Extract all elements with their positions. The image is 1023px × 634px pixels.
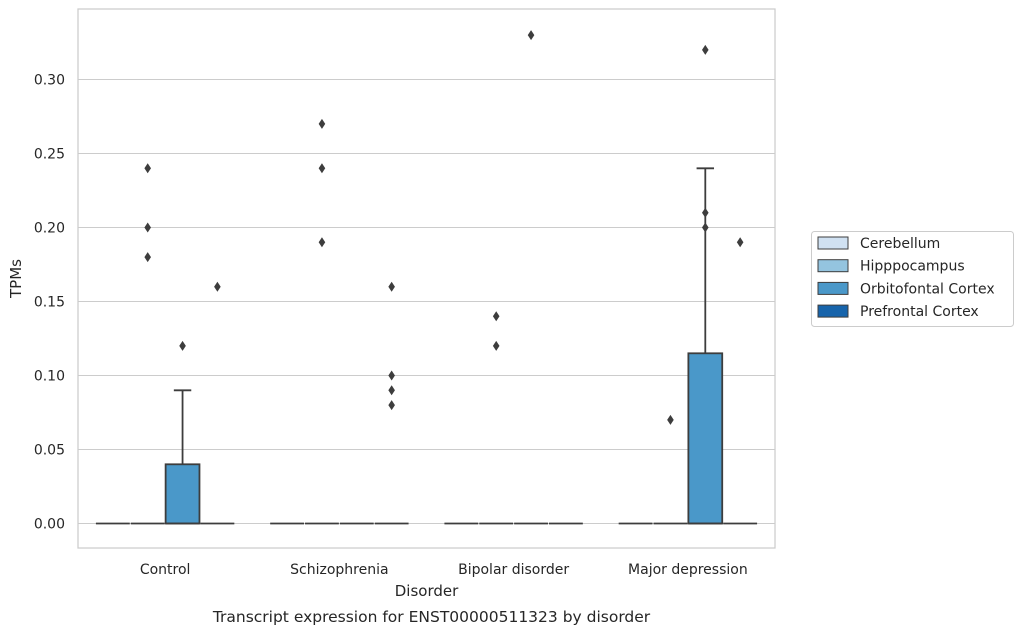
x-tick-label: Control (140, 562, 191, 578)
outlier-marker (318, 237, 326, 248)
outlier-marker (388, 370, 395, 381)
outliers-layer (144, 30, 744, 425)
outlier-marker (388, 385, 395, 396)
legend-swatch (817, 259, 849, 273)
outlier-marker (388, 400, 395, 411)
outlier-marker (179, 340, 186, 351)
y-tick-label: 0.25 (34, 147, 65, 163)
outlier-marker (702, 44, 709, 55)
outlier-marker (214, 281, 221, 292)
box-iqr (164, 463, 201, 525)
boxes-layer (95, 167, 758, 525)
outlier-marker (144, 163, 151, 174)
legend-swatch (817, 281, 849, 295)
y-tick-label: 0.00 (34, 517, 65, 533)
legend-label: Hipppocampus (860, 259, 965, 275)
y-tick-label: 0.15 (34, 295, 65, 311)
y-tick-label: 0.05 (34, 443, 65, 459)
legend-swatch (817, 236, 849, 250)
outlier-marker (492, 311, 500, 322)
outlier-marker (702, 222, 709, 233)
y-tick-label: 0.20 (34, 221, 65, 237)
outlier-marker (527, 30, 535, 41)
x-tick-label: Schizophrenia (290, 562, 388, 578)
gridlines (78, 79, 775, 524)
y-axis-ticks: 0.00 0.05 0.10 0.15 0.20 0.25 0.30 (34, 73, 65, 533)
outlier-marker (144, 252, 151, 263)
x-axis-label: Disorder (395, 582, 459, 600)
legend-label: Prefrontal Cortex (860, 304, 979, 320)
x-axis-ticks: Control Schizophrenia Bipolar disorder Majo… (140, 562, 748, 578)
legend-label: Cerebellum (860, 236, 940, 252)
outlier-marker (702, 207, 709, 218)
y-tick-label: 0.30 (34, 73, 65, 89)
box-orbitofontal-cortex (687, 167, 724, 525)
outlier-marker (667, 414, 674, 425)
legend-frame (811, 231, 1014, 327)
outlier-marker (318, 118, 326, 129)
legend-label: Orbitofontal Cortex (860, 281, 995, 297)
box-iqr (687, 352, 724, 525)
y-axis-label: TPMs (7, 259, 25, 299)
outlier-marker (144, 222, 151, 233)
legend-swatch (817, 304, 849, 318)
box-orbitofontal-cortex (164, 389, 201, 525)
plot-frame (77, 8, 776, 549)
outlier-marker (388, 281, 395, 292)
outlier-marker (318, 163, 326, 174)
x-tick-label: Major depression (628, 562, 748, 578)
legend: Cerebellum Hipppocampus Orbitofontal Corte… (811, 231, 1014, 327)
chart-title: Transcript expression for ENST0000051132… (212, 608, 651, 626)
outlier-marker (492, 340, 500, 351)
y-tick-label: 0.10 (34, 369, 65, 385)
x-tick-label: Bipolar disorder (458, 562, 569, 578)
outlier-marker (736, 237, 744, 248)
